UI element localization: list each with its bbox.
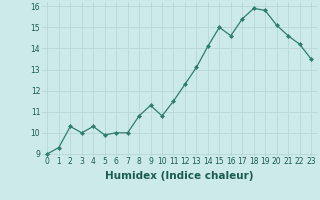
X-axis label: Humidex (Indice chaleur): Humidex (Indice chaleur) — [105, 171, 253, 181]
